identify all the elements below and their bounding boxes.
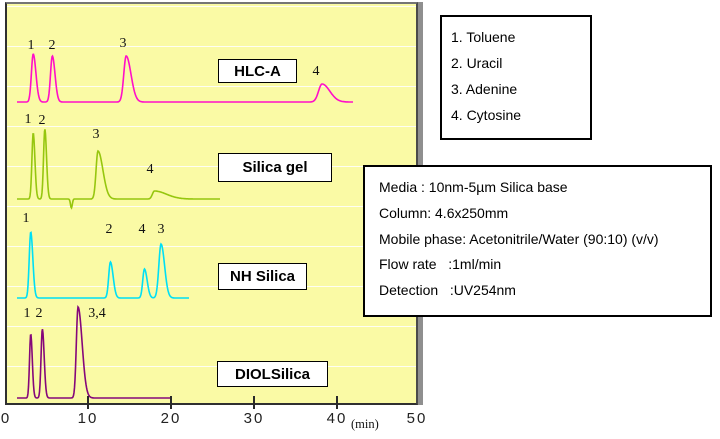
- peak-number-label: 2: [38, 113, 46, 128]
- legend-item-cytosine: 4. Cytosine: [451, 107, 522, 123]
- peak-number-label: 4: [312, 64, 320, 79]
- peak-number-label: 3: [119, 36, 127, 51]
- peak-number-label: 3,4: [88, 306, 106, 321]
- peak-number-label: 4: [146, 162, 154, 177]
- trace-label-diolsilica: DIOLSilica: [217, 361, 328, 387]
- legend-item-toluene: 1. Toluene: [451, 29, 516, 45]
- peak-number-label: 3: [92, 127, 100, 142]
- conditions-box: Media : 10nm-5µm Silica base Column: 4.6…: [363, 165, 712, 317]
- peak-number-label: 1: [24, 112, 32, 127]
- peak-number-label: 2: [105, 222, 113, 237]
- peak-number-label: 3: [157, 222, 165, 237]
- x-axis-unit-label: (min): [351, 417, 379, 431]
- x-axis-tick-mark: [87, 396, 89, 409]
- condition-mobile-phase: Mobile phase: Acetonitrile/Water (90:10)…: [379, 230, 659, 247]
- legend-item-uracil: 2. Uracil: [451, 55, 503, 71]
- peak-number-label: 4: [138, 222, 146, 237]
- trace-label-silica-gel: Silica gel: [218, 153, 332, 182]
- condition-flow-rate: Flow rate :1ml/min: [379, 256, 502, 273]
- x-axis-tick-label: 30: [243, 410, 265, 427]
- peak-number-label: 2: [35, 306, 43, 321]
- x-axis-tick-label: 0: [0, 410, 12, 427]
- x-axis-tick-label: 40: [326, 410, 348, 427]
- x-axis-tick-label: 50: [406, 410, 428, 427]
- x-axis-tick-label: 20: [160, 410, 182, 427]
- x-axis-tick-mark: [336, 396, 338, 409]
- condition-media: Media : 10nm-5µm Silica base: [379, 179, 568, 195]
- chart-plot-area: [5, 2, 418, 405]
- x-axis-tick-mark: [170, 396, 172, 409]
- legend-item-adenine: 3. Adenine: [451, 81, 518, 97]
- condition-detection: Detection :UV254nm: [379, 282, 516, 299]
- compound-legend-box: 1. Toluene 2. Uracil 3. Adenine 4. Cytos…: [440, 15, 592, 140]
- peak-number-label: 1: [27, 38, 35, 53]
- peak-number-label: 1: [22, 211, 30, 226]
- peak-number-label: 2: [48, 38, 56, 53]
- x-axis-tick-mark: [253, 396, 255, 409]
- trace-label-hlc-a: HLC-A: [218, 59, 297, 83]
- x-axis-tick-label: 10: [77, 410, 99, 427]
- trace-label-nh-silica: NH Silica: [218, 263, 307, 290]
- condition-column: Column: 4.6x250mm: [379, 204, 509, 221]
